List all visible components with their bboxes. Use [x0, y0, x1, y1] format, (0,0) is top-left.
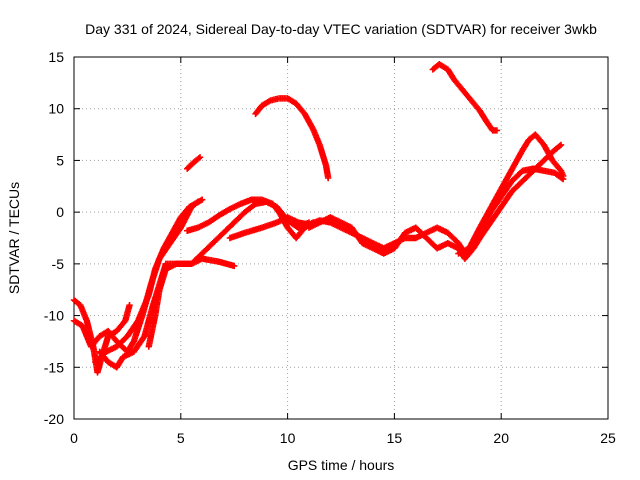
y-tick-label: -10 [44, 308, 64, 324]
x-tick-label: 10 [280, 430, 296, 446]
y-axis-ticks: -20 -15 -10 -5 0 5 10 15 [44, 49, 608, 427]
y-tick-label: -5 [52, 256, 65, 272]
data-point [559, 175, 567, 183]
x-tick-label: 20 [493, 430, 509, 446]
y-tick-label: 10 [48, 101, 64, 117]
data-point [198, 196, 206, 203]
data-point [126, 302, 133, 309]
data-point [231, 262, 238, 270]
x-axis-label: GPS time / hours [288, 457, 395, 473]
data-point [324, 174, 332, 182]
x-tick-label: 0 [70, 430, 78, 446]
data-point [493, 127, 501, 134]
x-tick-label: 15 [387, 430, 403, 446]
data-point [196, 154, 204, 161]
x-tick-label: 25 [600, 430, 616, 446]
x-axis-ticks: 0 5 10 15 20 25 [70, 57, 616, 446]
y-tick-label: 15 [48, 49, 64, 65]
data-point [558, 174, 566, 182]
data-marks [70, 61, 567, 376]
data-point [557, 141, 565, 149]
grid [74, 57, 608, 419]
x-tick-label: 5 [177, 430, 185, 446]
plot-frame [73, 56, 609, 420]
y-tick-label: 0 [56, 204, 64, 220]
y-tick-label: -15 [44, 359, 64, 375]
y-axis-label: SDTVAR / TECUs [6, 182, 22, 294]
data-point [556, 142, 563, 150]
y-tick-label: 5 [56, 152, 64, 168]
data-point [195, 155, 202, 162]
y-tick-label: -20 [44, 411, 64, 427]
chart-title: Day 331 of 2024, Sidereal Day-to-day VTE… [85, 21, 597, 37]
